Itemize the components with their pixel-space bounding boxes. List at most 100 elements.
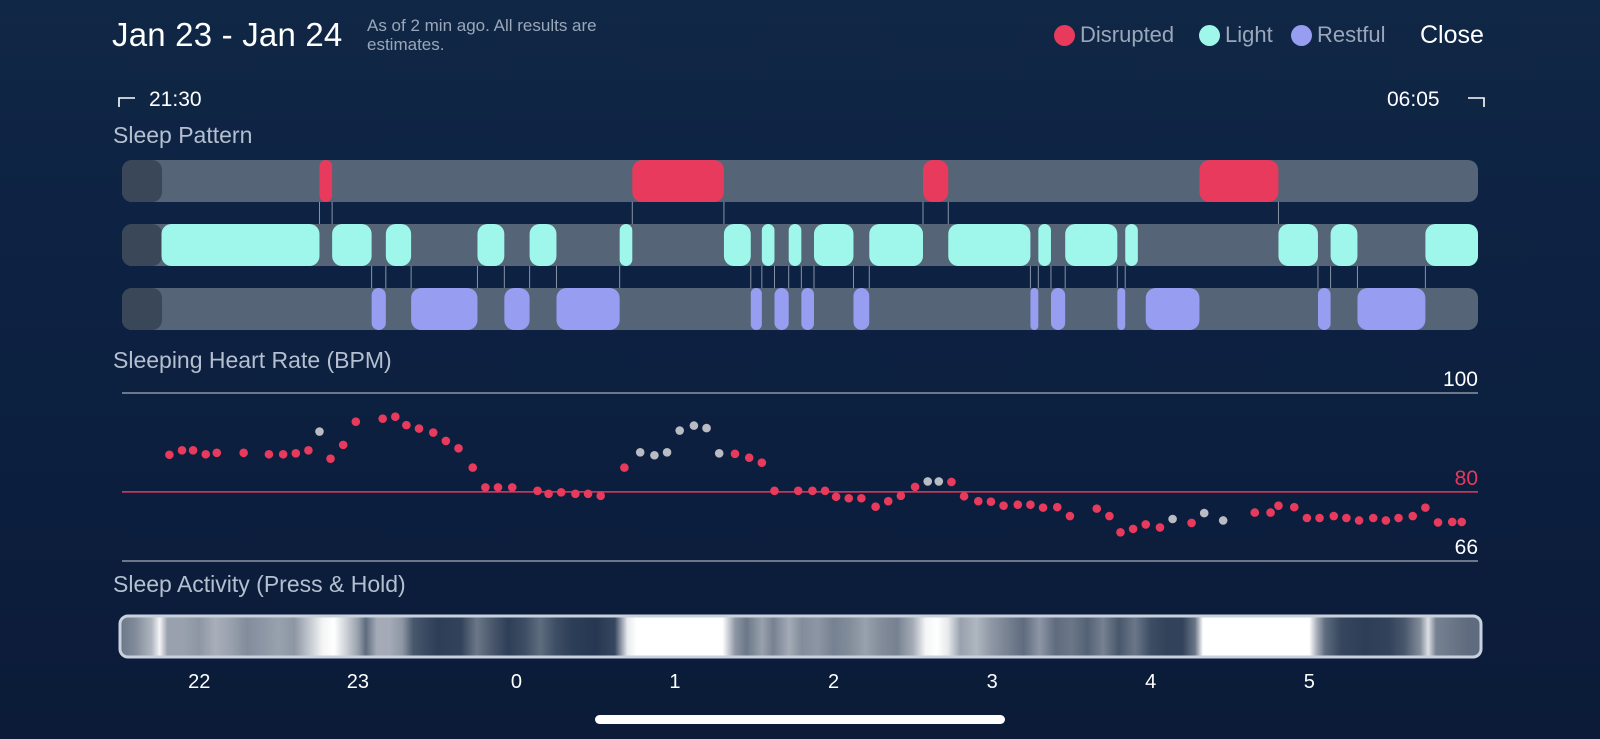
- heart-rate-point: [351, 417, 361, 426]
- x-tick-label: 4: [1145, 671, 1156, 693]
- estimate-note: As of 2 min ago. All results are estimat…: [367, 16, 597, 54]
- sleep-segment-light: [332, 224, 372, 266]
- sleep-segment-light: [948, 224, 1031, 266]
- heart-rate-point: [1457, 517, 1467, 527]
- restful-dot-icon: [1291, 24, 1312, 46]
- heart-rate-point: [1116, 528, 1125, 537]
- heart-rate-point: [239, 448, 248, 458]
- heart-rate-point: [391, 412, 400, 422]
- heart-rate-point: [177, 446, 187, 455]
- sleep-segment-restful: [1117, 288, 1126, 330]
- heart-rate-point: [1421, 503, 1430, 512]
- sleep-segment-restful: [1030, 288, 1039, 330]
- heart-rate-point: [1218, 516, 1228, 525]
- heart-rate-point: [583, 489, 593, 499]
- sleep-segment-light: [869, 224, 923, 266]
- heart-rate-point: [999, 501, 1008, 510]
- sleep-segment-light: [1038, 224, 1051, 266]
- sleep-segment-light: [1425, 224, 1478, 266]
- heart-rate-point: [650, 450, 659, 460]
- x-tick-label: 22: [188, 671, 210, 693]
- heart-rate-point: [338, 440, 348, 450]
- heart-rate-point: [1394, 513, 1403, 523]
- heart-rate-point: [1274, 501, 1283, 510]
- heart-rate-point: [973, 496, 983, 506]
- heart-rate-point: [596, 491, 605, 501]
- heart-rate-point: [896, 491, 906, 501]
- heart-rate-point: [1105, 511, 1114, 521]
- activity-strip[interactable]: [120, 616, 1481, 657]
- sleep-segment-restful: [411, 288, 478, 330]
- heart-rate-point: [533, 486, 542, 496]
- heart-rate-point: [402, 420, 411, 430]
- heart-rate-point: [378, 414, 387, 423]
- heart-rate-point: [1381, 516, 1391, 525]
- heart-rate-point: [1315, 513, 1324, 523]
- heart-rate-point: [662, 447, 672, 457]
- start-time: 21:30: [149, 88, 202, 111]
- heart-rate-point: [857, 493, 866, 503]
- heart-rate-point: [1433, 518, 1443, 527]
- sleep-segment-light: [1330, 224, 1358, 266]
- heart-rate-point: [1408, 511, 1418, 521]
- heart-rate-point: [1250, 508, 1260, 517]
- heart-rate-point: [820, 486, 830, 496]
- heart-rate-point: [507, 483, 517, 492]
- heart-rate-point: [201, 449, 211, 459]
- row-track-cap: [122, 160, 162, 202]
- heart-rate-point: [959, 491, 969, 501]
- sleep-pattern-heading: Sleep Pattern: [113, 122, 253, 148]
- heart-rate-point: [1289, 502, 1299, 512]
- row-track-cap: [122, 288, 162, 330]
- heart-rate-point: [793, 486, 803, 496]
- sleep-segment-light: [477, 224, 505, 266]
- heart-rate-point: [326, 454, 335, 464]
- sleep-segment-restful: [774, 288, 789, 330]
- heart-rate-point: [702, 423, 711, 433]
- heart-rate-point: [165, 450, 174, 460]
- heart-rate-point: [986, 497, 996, 507]
- sleep-row-disrupted: [122, 160, 1478, 202]
- heart-rate-point: [544, 489, 553, 499]
- heart-rate-point: [910, 482, 920, 492]
- x-tick-label: 0: [511, 671, 522, 693]
- heart-rate-point: [675, 426, 684, 435]
- sleep-segment-restful: [1145, 288, 1200, 330]
- disrupted-dot-icon: [1054, 24, 1075, 46]
- x-tick-label: 1: [669, 671, 680, 693]
- sleep-segment-light: [161, 224, 320, 266]
- heart-rate-point: [770, 486, 779, 496]
- end-time: 06:05: [1387, 88, 1440, 111]
- y-tick-label: 66: [1455, 536, 1478, 559]
- heart-rate-points: [165, 412, 1467, 537]
- heart-rate-point: [291, 448, 301, 458]
- home-indicator[interactable]: [595, 715, 1005, 724]
- sleep-segment-light: [385, 224, 412, 266]
- heart-rate-point: [1013, 500, 1023, 509]
- close-button[interactable]: Close: [1420, 21, 1484, 49]
- heart-rate-point: [1128, 524, 1138, 534]
- sleep-segment-light: [619, 224, 633, 266]
- sleep-segment-light: [761, 224, 775, 266]
- sleep-segment-light: [723, 224, 751, 266]
- heart-rate-point: [1168, 514, 1177, 524]
- x-tick-label: 3: [987, 671, 998, 693]
- heart-rate-point: [1368, 513, 1378, 523]
- sleep-segment-light: [813, 224, 854, 266]
- sleep-segment-restful: [556, 288, 620, 330]
- sleep-segment-light: [1278, 224, 1318, 266]
- legend-label: Light: [1225, 22, 1273, 47]
- row-track-cap: [122, 224, 162, 266]
- heart-rate-point: [1065, 511, 1075, 521]
- heart-rate-point: [1155, 523, 1165, 532]
- sleep-segment-restful: [1357, 288, 1426, 330]
- sleep-segment-disrupted: [632, 160, 724, 202]
- sleep-row-light: [122, 224, 1478, 266]
- y-tick-label: 80: [1455, 467, 1478, 490]
- heart-rate-point: [1329, 511, 1339, 521]
- sleep-segment-light: [1125, 224, 1138, 266]
- heart-rate-point: [757, 458, 767, 467]
